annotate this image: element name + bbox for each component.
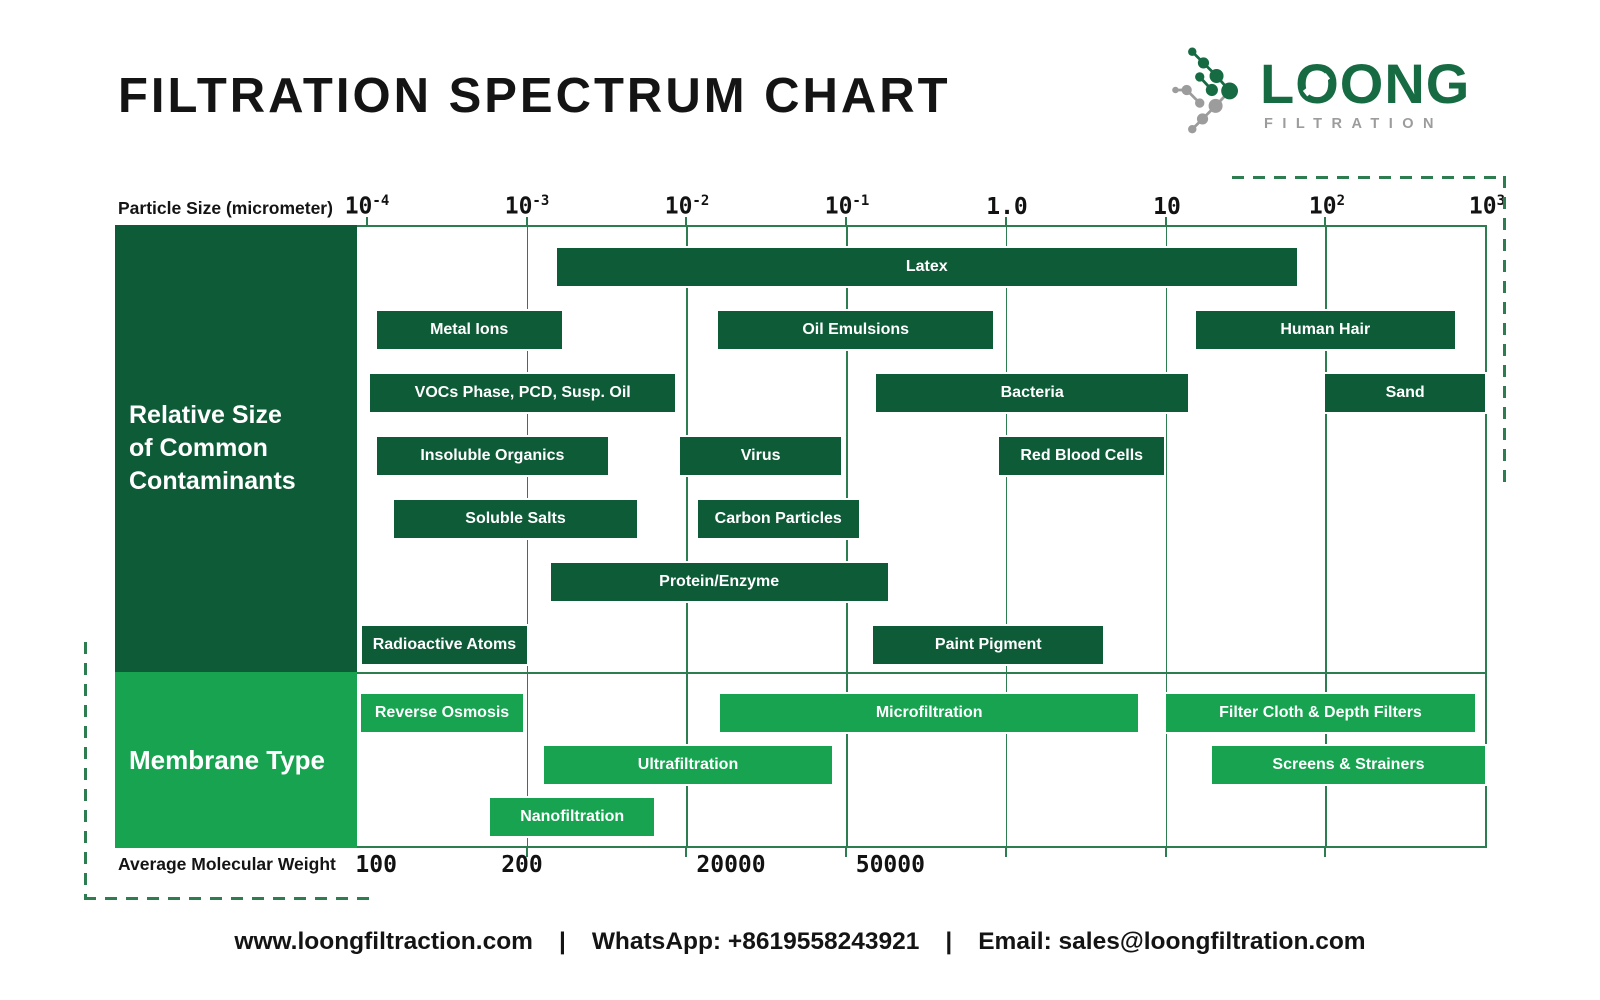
molecular-weight-axis-label: Average Molecular Weight: [118, 854, 336, 874]
logo-text: LOONG FILTRATION: [1260, 52, 1471, 133]
logo-subtitle: FILTRATION: [1264, 116, 1444, 132]
footer-website: www.loongfiltraction.com: [234, 928, 533, 955]
tickmark-top: [685, 217, 688, 226]
particle-size-tick-10e-4: 10-4: [344, 193, 390, 220]
tickmark-top: [1164, 217, 1167, 226]
sidebar-membrane-section: Membrane Type: [115, 672, 357, 848]
bar-vocs-phase-pcd-susp-oil: VOCs Phase, PCD, Susp. Oil: [370, 374, 676, 412]
bar-bacteria: Bacteria: [876, 374, 1188, 412]
particle-size-axis-label: Particle Size (micrometer): [118, 198, 333, 218]
tickmark-top: [845, 217, 848, 226]
tickmark-bottom: [1164, 848, 1167, 857]
particle-size-tick-10e-2: 10-2: [664, 193, 710, 220]
tickmark-top: [365, 217, 368, 226]
bar-virus: Virus: [680, 437, 842, 475]
logo-dots-arrow-icon: [1172, 47, 1238, 134]
bar-sand: Sand: [1325, 374, 1485, 412]
bar-microfiltration: Microfiltration: [719, 694, 1139, 732]
bar-insoluble-organics: Insoluble Organics: [376, 437, 609, 475]
molecular-weight-tick-100: 100: [355, 852, 397, 878]
molecular-weight-tick-200: 200: [501, 852, 543, 878]
bar-soluble-salts: Soluble Salts: [394, 500, 637, 538]
logo-wordmark: LOONG: [1260, 52, 1471, 115]
particle-size-tick-10: 10: [1153, 194, 1181, 220]
footer-whatsapp: WhatsApp: +8619558243921: [591, 928, 920, 955]
tickmark-bottom: [1324, 848, 1327, 857]
tickmark-top: [1324, 217, 1327, 226]
tickmark-bottom: [845, 848, 848, 857]
bar-latex: Latex: [557, 248, 1297, 286]
bar-paint-pigment: Paint Pigment: [873, 626, 1104, 664]
bar-red-blood-cells: Red Blood Cells: [999, 437, 1164, 475]
particle-size-tick-10e-3: 10-3: [504, 193, 550, 220]
tickmark-bottom: [1004, 848, 1007, 857]
bar-filter-cloth-depth-filters: Filter Cloth & Depth Filters: [1165, 694, 1476, 732]
footer-separator: |: [558, 928, 566, 955]
bar-reverse-osmosis: Reverse Osmosis: [360, 694, 524, 732]
molecular-weight-tick-20000: 20000: [696, 852, 766, 878]
section-divider-line: [357, 672, 1485, 674]
gridline-1e1: [1165, 227, 1168, 846]
chart-sidebar: Relative Size of Common Contaminants Mem…: [115, 225, 357, 848]
logo-slashed-o: O: [1295, 52, 1340, 115]
tickmark-bottom: [525, 848, 528, 857]
filtration-spectrum-chart: Relative Size of Common Contaminants Mem…: [115, 217, 1487, 857]
gridline-1e0: [1005, 227, 1008, 846]
particle-size-tick-10e-1: 10-1: [824, 193, 870, 220]
bar-ultrafiltration: Ultrafiltration: [544, 746, 832, 784]
molecular-weight-tick-50000: 50000: [855, 852, 925, 878]
molecular-weight-axis: 100 200 20000 50000: [355, 850, 1487, 882]
dashed-decoration-bottom-left-vertical: [84, 642, 87, 897]
bar-metal-ions: Metal Ions: [376, 311, 562, 349]
particle-size-axis: 10-4 10-3 10-2 10-1 1.0 10 102 103: [345, 188, 1505, 222]
gridline-1e-2: [686, 227, 688, 846]
logo: LOONG FILTRATION: [1168, 42, 1470, 138]
page-title: FILTRATION SPECTRUM CHART: [118, 69, 951, 123]
membrane-section-label: Membrane Type: [129, 744, 326, 775]
contaminants-section-label: Relative Size of Common Contaminants: [129, 401, 296, 495]
particle-size-tick-10e2: 102: [1308, 193, 1346, 220]
dashed-decoration-top-right-horizontal: [1232, 176, 1506, 179]
tickmark-top: [1004, 217, 1007, 226]
particle-size-tick-1.0: 1.0: [986, 194, 1028, 220]
bar-oil-emulsions: Oil Emulsions: [718, 311, 994, 349]
footer-email: Email: sales@loongfiltration.com: [978, 928, 1366, 955]
bar-nanofiltration: Nanofiltration: [489, 798, 655, 836]
footer-separator: |: [945, 928, 953, 955]
chart-plot-area: Latex Metal Ions Oil Emulsions Human Hair VO…: [357, 217, 1487, 857]
bar-carbon-particles: Carbon Particles: [697, 500, 859, 538]
particle-size-tick-10e3: 103: [1468, 193, 1506, 220]
dashed-decoration-bottom-left-horizontal: [84, 897, 377, 900]
sidebar-contaminants-section: Relative Size of Common Contaminants: [115, 225, 357, 672]
footer-contact-bar: www.loongfiltraction.com | WhatsApp: +86…: [0, 928, 1600, 956]
bar-screens-strainers: Screens & Strainers: [1211, 746, 1485, 784]
tickmark-top: [525, 217, 528, 226]
bar-protein-enzyme: Protein/Enzyme: [550, 563, 888, 601]
dashed-decoration-top-right-vertical: [1503, 176, 1506, 485]
tickmark-bottom: [685, 848, 688, 857]
gridline-1e2: [1325, 227, 1327, 846]
bar-radioactive-atoms: Radioactive Atoms: [362, 626, 527, 664]
bar-human-hair: Human Hair: [1195, 311, 1455, 349]
